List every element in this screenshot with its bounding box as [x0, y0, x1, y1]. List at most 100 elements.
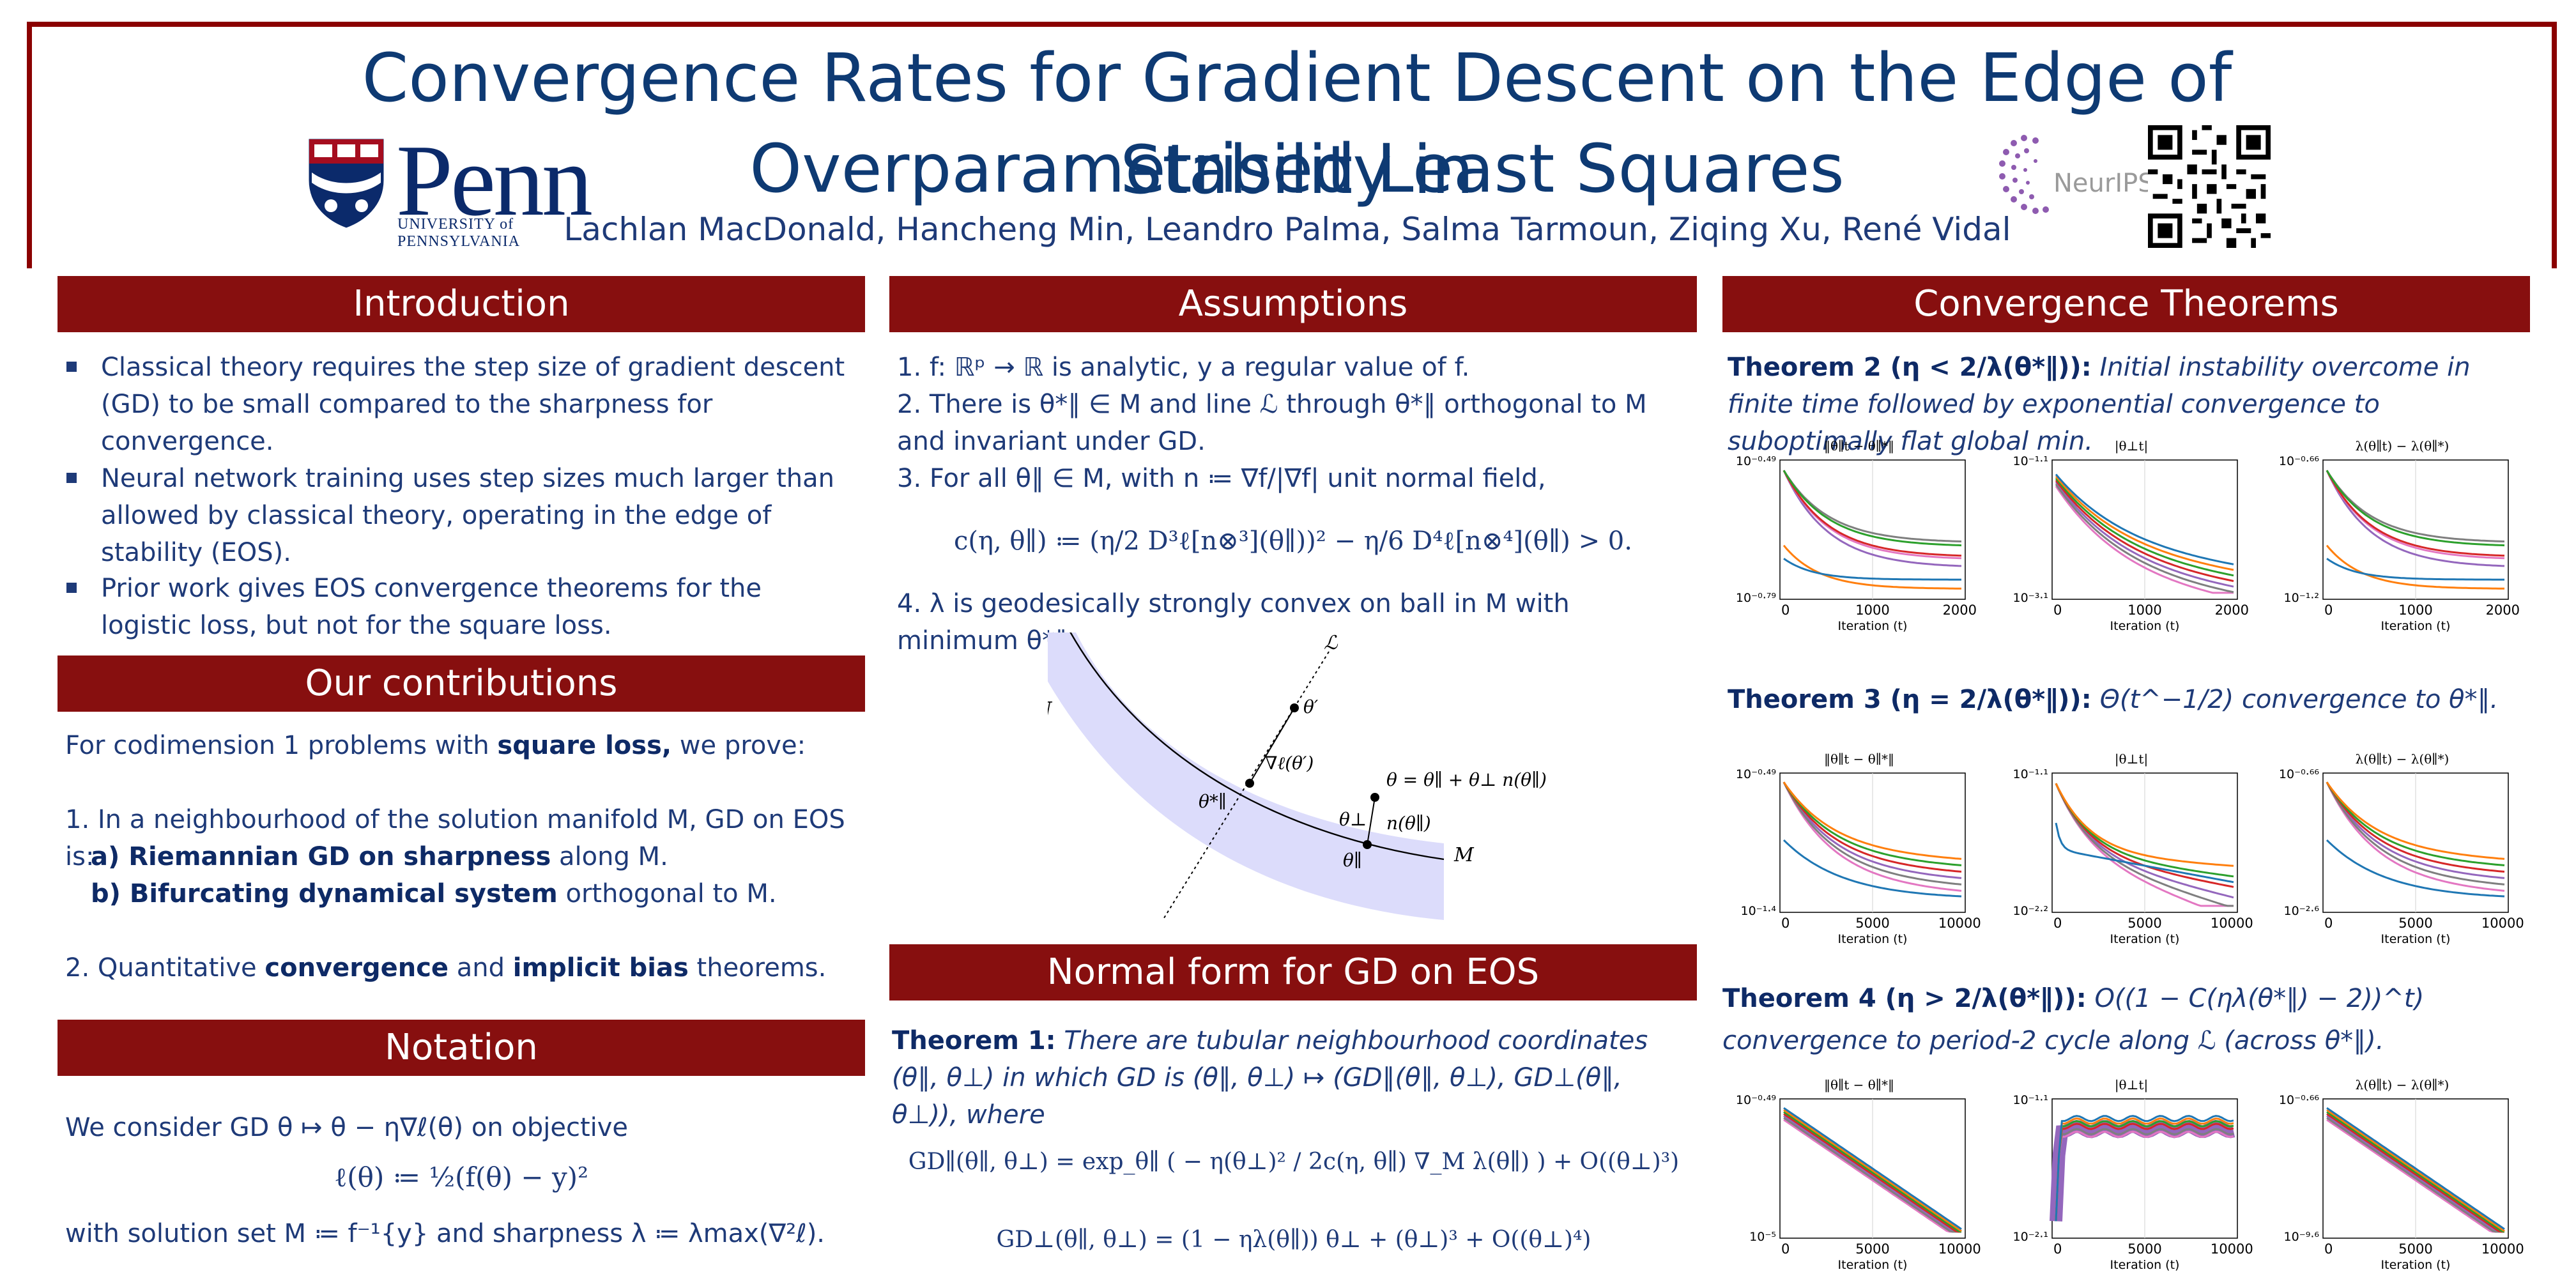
plot-svg: 0 5000 10000 Iteration (t) 10⁻⁰·⁴⁹ 10⁻⁵	[1736, 1093, 1981, 1272]
x-tick-label: 1000	[2128, 602, 2161, 618]
series-line	[1782, 781, 1962, 892]
y-tick-label: 10⁻⁰·⁴⁹	[1736, 454, 1776, 468]
series-line	[2055, 486, 2234, 594]
x-tick-label: 0	[2324, 602, 2333, 618]
series-line	[2326, 1111, 2505, 1233]
label-M: M	[1453, 844, 1475, 866]
series-line	[1783, 1119, 1961, 1233]
plot-r2-c3: λ(θ∥t) − λ(θ∥*) 0 5000 10000 Iteration (t) 10…	[2268, 751, 2536, 953]
series-line	[2326, 470, 2505, 557]
series-line	[2326, 781, 2505, 879]
neurips-wordmark: NeurIPS	[2053, 169, 2154, 198]
series-line	[1783, 558, 1961, 581]
bullet-icon	[66, 583, 77, 593]
series-line	[2326, 470, 2505, 567]
series-line	[2055, 783, 2234, 867]
series-line	[2050, 1119, 2235, 1222]
plot-r1-c3: λ(θ∥t) − λ(θ∥*) 0 1000 2000 Iteration (t) 10⁻…	[2268, 438, 2536, 640]
plot-svg: 0 5000 10000 Iteration (t) 10⁻¹·¹ 10⁻²·²	[2013, 767, 2253, 946]
normal-form-eq-1: GD∥(θ∥, θ⊥) = exp_θ∥ ( − η(θ⊥)² / 2c(η, …	[908, 1149, 1680, 1175]
contrib-item-1b-bold: b) Bifurcating dynamical system	[91, 879, 558, 908]
qr-code-icon[interactable]	[2148, 125, 2271, 248]
theorem-3-text: Θ(t^−1/2) convergence to θ*∥.	[2099, 685, 2499, 714]
series-line	[2055, 481, 2234, 588]
x-tick-label: 10000	[2211, 916, 2253, 931]
label-L: ℒ	[1324, 632, 1338, 654]
x-tick-label: 0	[2053, 1241, 2062, 1257]
intro-bullet-1: Classical theory requires the step size …	[101, 353, 845, 456]
series-line	[1782, 781, 1962, 879]
plot-title: ‖θ∥t − θ∥*‖	[1823, 438, 1895, 454]
x-tick-label: 2000	[1943, 602, 1977, 618]
theorem-2-label: Theorem 2 (η < 2/λ(θ*∥)):	[1728, 353, 2092, 382]
plot-title: |θ⊥t|	[2114, 1077, 2149, 1092]
author-list: Lachlan MacDonald, Hancheng Min, Leandro…	[564, 211, 2011, 248]
series-line	[2326, 1115, 2504, 1233]
theorem-3-label: Theorem 3 (η = 2/λ(θ*∥)):	[1728, 685, 2092, 714]
series-line	[1782, 781, 1962, 866]
x-tick-label: 0	[1781, 1241, 1790, 1257]
y-tick-label: 10⁻⁰·⁴⁹	[1736, 767, 1776, 781]
series-line	[1783, 1115, 1961, 1233]
series-line	[2055, 477, 2234, 577]
series-line	[1782, 470, 1962, 557]
series-line	[2326, 1113, 2504, 1233]
assumption-3: 3. For all θ∥ ∈ M, with n ≔ ∇f/|∇f| unit…	[897, 464, 1546, 493]
x-axis-label: Iteration (t)	[2110, 932, 2180, 946]
y-tick-label: 10⁻¹·¹	[2013, 454, 2048, 468]
series-line	[1783, 1109, 1962, 1232]
normal-form-eq-2: GD⊥(θ∥, θ⊥) = (1 − ηλ(θ∥)) θ⊥ + (θ⊥)³ + …	[996, 1227, 1591, 1253]
contrib-item-2-a: 2. Quantitative	[65, 953, 265, 983]
contrib-intro: For codimension 1 problems with square l…	[65, 727, 857, 764]
series-line	[1782, 544, 1961, 590]
plot-r2-c1: ‖θ∥t − θ∥*‖ 0 5000 10000 Iteration (t) 10⁻⁰·⁴…	[1725, 751, 1993, 953]
plot-svg: 0 1000 2000 Iteration (t) 10⁻¹·¹ 10⁻³·¹	[2013, 454, 2250, 633]
series-line	[2055, 479, 2234, 582]
penn-logo: Penn UNIVERSITY of PENNSYLVANIA	[300, 123, 620, 250]
plot-title: |θ⊥t|	[2114, 438, 2149, 454]
theorem-2-text: Initial instability overcome in finite t…	[1728, 353, 2471, 456]
section-contributions: Our contributions	[57, 656, 865, 712]
y-tick-label: 10⁻⁰·⁶⁶	[2279, 1093, 2319, 1107]
plot-title: λ(θ∥t) − λ(θ∥*)	[2355, 1077, 2450, 1092]
theorem-4: Theorem 4 (η > 2/λ(θ*∥)): O((1 − C(ηλ(θ*…	[1722, 977, 2527, 1062]
assumption-1: 1. f: ℝᵖ → ℝ is analytic, y a regular va…	[897, 353, 1470, 382]
series-line	[2055, 1128, 2234, 1222]
contrib-item-2-b: convergence	[264, 953, 449, 983]
tube-band	[1048, 632, 1444, 920]
x-tick-label: 0	[2053, 602, 2062, 618]
y-tick-label: 10⁻⁹·⁶	[2284, 1230, 2319, 1244]
x-axis-label: Iteration (t)	[2381, 1258, 2451, 1272]
series-line	[2326, 544, 2504, 590]
series-line	[2326, 781, 2505, 885]
poster-title-line1: Convergence Rates for Gradient Descent o…	[362, 39, 2232, 209]
section-introduction: Introduction	[57, 276, 865, 332]
y-tick-label: 10⁻⁰·⁷⁹	[1736, 591, 1776, 605]
y-tick-label: 10⁻²·²	[2013, 904, 2048, 918]
plot-title: ‖θ∥t − θ∥*‖	[1823, 1077, 1895, 1092]
series-line	[2326, 781, 2505, 860]
series-line	[1782, 781, 1962, 873]
plot-title: λ(θ∥t) − λ(θ∥*)	[2355, 751, 2450, 767]
intro-bullet-2: Neural network training uses step sizes …	[101, 464, 835, 567]
series-line	[2055, 473, 2234, 565]
plot-r3-c3: λ(θ∥t) − λ(θ∥*) 0 5000 10000 Iteration (t) 10…	[2268, 1077, 2536, 1279]
x-axis-label: Iteration (t)	[2381, 932, 2451, 946]
section-notation: Notation	[57, 1020, 865, 1076]
series-line	[1783, 1113, 1961, 1233]
contrib-item-1a-bold: a) Riemannian GD on sharpness	[91, 842, 551, 871]
series-line	[2326, 781, 2505, 866]
poster-title-line2: Overparametrised Least Squares	[749, 130, 1844, 208]
x-tick-label: 2000	[2486, 602, 2520, 618]
plot-title: ‖θ∥t − θ∥*‖	[1823, 751, 1895, 767]
series-line	[1782, 839, 1962, 898]
x-axis-label: Iteration (t)	[1838, 932, 1908, 946]
plot-svg: 0 5000 10000 Iteration (t) 10⁻⁰·⁴⁹ 10⁻¹·⁴	[1736, 767, 1981, 946]
x-axis-label: Iteration (t)	[2110, 1258, 2180, 1272]
series-line	[2055, 783, 2234, 899]
section-convergence-theorems: Convergence Theorems	[1722, 276, 2530, 332]
series-line	[1783, 1117, 1961, 1233]
notation-formula: ℓ(θ) ≔ ½(f(θ) − y)²	[334, 1162, 588, 1193]
gradient-arrow	[1249, 707, 1295, 784]
label-theta-par: θ∥	[1343, 850, 1362, 871]
